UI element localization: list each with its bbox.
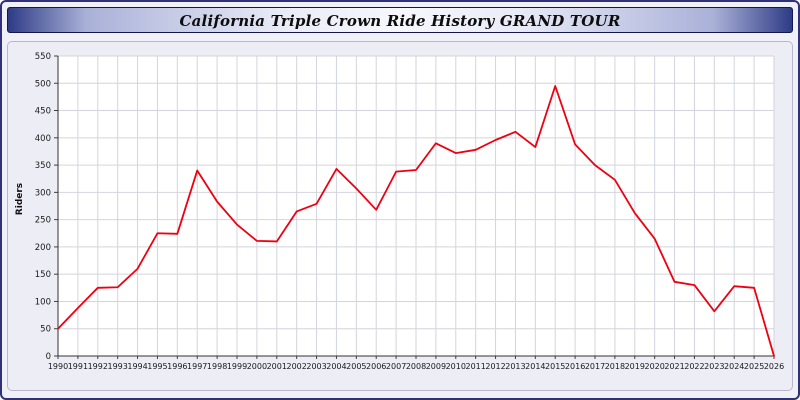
svg-text:2010: 2010 — [446, 362, 466, 371]
svg-text:2007: 2007 — [386, 362, 406, 371]
svg-text:2024: 2024 — [724, 362, 744, 371]
svg-text:400: 400 — [35, 134, 51, 144]
svg-text:250: 250 — [35, 216, 51, 226]
svg-text:450: 450 — [35, 107, 51, 117]
svg-text:1997: 1997 — [187, 362, 207, 371]
svg-text:2026: 2026 — [764, 362, 784, 371]
svg-text:1990: 1990 — [48, 362, 68, 371]
svg-text:2002: 2002 — [286, 362, 306, 371]
svg-text:2019: 2019 — [625, 362, 645, 371]
chart-title: California Triple Crown Ride History GRA… — [179, 12, 621, 30]
svg-text:1993: 1993 — [107, 362, 127, 371]
svg-text:200: 200 — [35, 243, 51, 253]
svg-text:1991: 1991 — [68, 362, 88, 371]
svg-text:2000: 2000 — [247, 362, 267, 371]
svg-text:100: 100 — [35, 297, 51, 307]
svg-text:2004: 2004 — [326, 362, 346, 371]
svg-text:1992: 1992 — [88, 362, 108, 371]
chart-title-bar: California Triple Crown Ride History GRA… — [7, 7, 793, 33]
svg-text:2020: 2020 — [644, 362, 664, 371]
svg-text:2009: 2009 — [426, 362, 446, 371]
svg-text:2001: 2001 — [267, 362, 287, 371]
svg-text:1999: 1999 — [227, 362, 247, 371]
svg-text:550: 550 — [35, 52, 51, 62]
svg-text:2025: 2025 — [744, 362, 764, 371]
svg-text:2021: 2021 — [664, 362, 684, 371]
svg-text:2011: 2011 — [465, 362, 485, 371]
svg-text:2014: 2014 — [525, 362, 545, 371]
svg-text:1995: 1995 — [147, 362, 167, 371]
svg-text:1996: 1996 — [167, 362, 187, 371]
svg-text:2016: 2016 — [565, 362, 585, 371]
chart-panel: Riders 0 50 100 150 200 250 300 350 400 450 500 550… — [7, 41, 793, 391]
svg-text:2018: 2018 — [605, 362, 625, 371]
svg-text:0: 0 — [46, 352, 51, 362]
svg-text:1994: 1994 — [127, 362, 147, 371]
svg-text:150: 150 — [35, 270, 51, 280]
svg-text:2022: 2022 — [684, 362, 704, 371]
svg-text:2012: 2012 — [485, 362, 505, 371]
svg-text:2017: 2017 — [585, 362, 605, 371]
svg-text:2015: 2015 — [545, 362, 565, 371]
svg-text:2003: 2003 — [306, 362, 326, 371]
svg-text:2006: 2006 — [366, 362, 386, 371]
svg-text:2008: 2008 — [406, 362, 426, 371]
svg-text:300: 300 — [35, 188, 51, 198]
svg-text:2023: 2023 — [704, 362, 724, 371]
svg-text:2013: 2013 — [505, 362, 525, 371]
svg-text:1998: 1998 — [207, 362, 227, 371]
svg-text:2005: 2005 — [346, 362, 366, 371]
y-axis-label: Riders — [15, 182, 25, 216]
svg-text:500: 500 — [35, 79, 51, 89]
svg-text:350: 350 — [35, 161, 51, 171]
svg-text:50: 50 — [40, 325, 51, 335]
